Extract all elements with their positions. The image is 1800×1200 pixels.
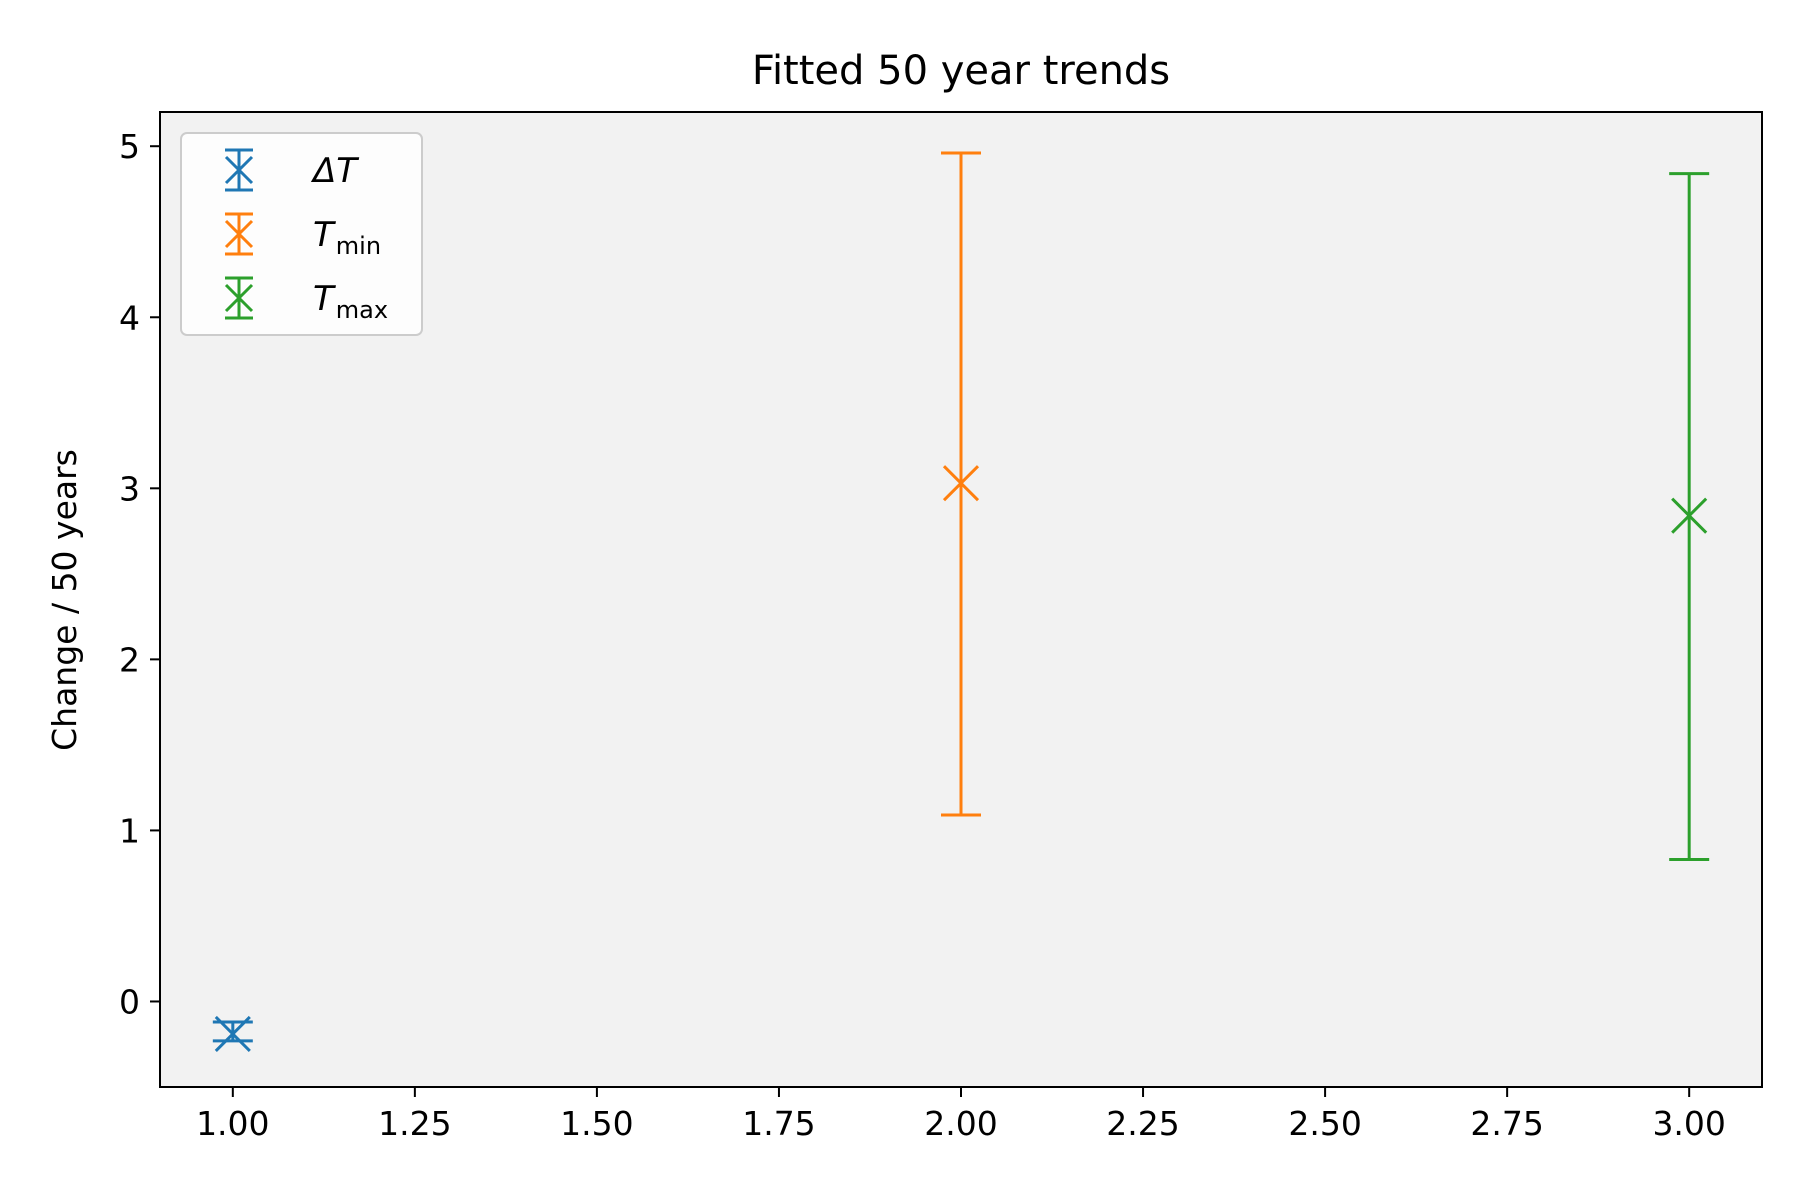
x-tick-label: 1.00 bbox=[196, 1104, 269, 1143]
legend-label-main: T bbox=[313, 215, 336, 255]
legend-label-subscript: min bbox=[336, 232, 381, 260]
legend-label: ΔT bbox=[310, 151, 359, 191]
x-tick-label: 3.00 bbox=[1652, 1104, 1725, 1143]
legend-box bbox=[180, 132, 423, 336]
y-axis-label: Change / 50 years bbox=[45, 449, 84, 751]
legend-marker bbox=[224, 155, 254, 185]
legend-label-subscript: max bbox=[336, 296, 388, 324]
y-axis: 0 1 2 3 4 5 bbox=[119, 127, 160, 1021]
y-tick-label: 4 bbox=[119, 298, 140, 337]
legend-marker bbox=[224, 219, 254, 249]
y-tick-label: 2 bbox=[119, 640, 140, 679]
legend-label: Tmax bbox=[313, 279, 388, 324]
legend-label-main: T bbox=[313, 279, 336, 319]
errorbar-point bbox=[212, 1015, 253, 1053]
legend-item: Tmax bbox=[224, 276, 388, 324]
x-tick-label: 2.50 bbox=[1288, 1104, 1361, 1143]
y-tick-label: 1 bbox=[119, 811, 140, 850]
x-tick-label: 2.75 bbox=[1470, 1104, 1543, 1143]
legend-marker bbox=[224, 283, 254, 313]
y-tick-label: 5 bbox=[119, 127, 140, 166]
x-tick-label: 1.50 bbox=[560, 1104, 633, 1143]
x-tick-label: 2.00 bbox=[924, 1104, 997, 1143]
legend-label: Tmin bbox=[313, 215, 381, 260]
x-tick-label: 1.75 bbox=[742, 1104, 815, 1143]
plot-frame bbox=[159, 111, 1763, 1088]
y-tick-label: 0 bbox=[119, 982, 140, 1021]
y-tick-label: 3 bbox=[119, 469, 140, 508]
x-marker bbox=[214, 1015, 251, 1053]
legend-item: Tmin bbox=[224, 212, 381, 260]
x-tick-label: 2.25 bbox=[1106, 1104, 1179, 1143]
x-marker bbox=[942, 465, 980, 502]
chart-title: Fitted 50 year trends bbox=[752, 48, 1170, 94]
chart-marks bbox=[212, 151, 1710, 1053]
x-axis: 1.00 1.25 1.50 1.75 2.00 2.25 2.50 2.75 3.00 bbox=[196, 1087, 1726, 1143]
errorbar-point bbox=[941, 151, 981, 817]
legend-item: ΔT bbox=[224, 148, 359, 192]
legend-label-main: ΔT bbox=[310, 151, 359, 191]
errorbar-point bbox=[1669, 172, 1710, 861]
x-tick-label: 1.25 bbox=[378, 1104, 451, 1143]
x-marker bbox=[1671, 497, 1708, 534]
